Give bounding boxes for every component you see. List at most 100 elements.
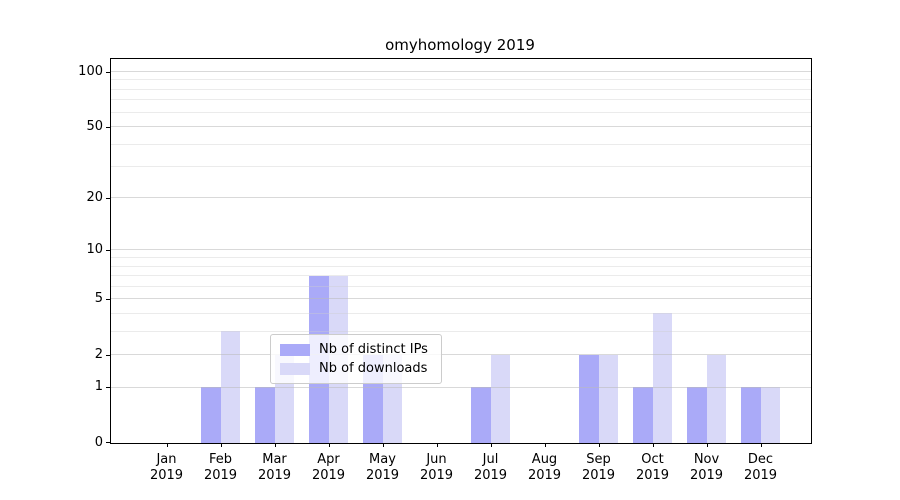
y-axis-tick-label: 20 bbox=[86, 189, 103, 205]
month-label: Jul bbox=[482, 452, 499, 467]
x-axis-tick-label: Jan 2019 bbox=[135, 452, 199, 484]
year-label: 2019 bbox=[527, 468, 562, 483]
chart-title: omyhomology 2019 bbox=[385, 36, 535, 54]
month-label: Oct bbox=[641, 452, 664, 467]
x-axis-tick bbox=[328, 443, 330, 447]
x-axis-tick bbox=[274, 443, 276, 447]
y-axis-tick-label: 50 bbox=[86, 118, 103, 134]
bar-distinct-ips-sep bbox=[579, 354, 599, 443]
year-label: 2019 bbox=[311, 468, 346, 483]
month-label: Apr bbox=[317, 452, 340, 467]
x-axis-tick bbox=[166, 443, 168, 447]
y-axis-tick bbox=[106, 126, 110, 128]
y-axis-tick-label: 1 bbox=[94, 379, 103, 395]
gridline-minor bbox=[111, 99, 811, 101]
y-axis-tick-label: 10 bbox=[86, 241, 103, 257]
x-axis-tick bbox=[436, 443, 438, 447]
year-label: 2019 bbox=[743, 468, 778, 483]
gridline-minor bbox=[111, 88, 811, 90]
month-label: Jan bbox=[156, 452, 177, 467]
bar-downloads-nov bbox=[706, 354, 726, 443]
y-axis-tick bbox=[106, 442, 110, 443]
bar-downloads-oct bbox=[652, 313, 672, 443]
year-label: 2019 bbox=[365, 468, 400, 483]
x-axis-tick bbox=[382, 443, 384, 447]
y-axis-tick-label: 0 bbox=[94, 435, 103, 450]
y-axis-tick bbox=[106, 71, 110, 73]
year-label: 2019 bbox=[203, 468, 238, 483]
x-axis-tick-label: Dec 2019 bbox=[729, 452, 793, 484]
month-label: Jun bbox=[426, 452, 447, 467]
bar-downloads-sep bbox=[598, 354, 618, 443]
gridline-major bbox=[111, 197, 811, 199]
gridline-minor bbox=[111, 312, 811, 314]
x-axis-tick-label: Jul 2019 bbox=[459, 452, 523, 484]
gridline-major bbox=[111, 71, 811, 73]
gridline-minor bbox=[111, 285, 811, 287]
x-axis-tick bbox=[544, 443, 546, 447]
x-axis-tick bbox=[760, 443, 762, 447]
x-axis-tick-label: May 2019 bbox=[351, 452, 415, 484]
x-axis-tick bbox=[652, 443, 654, 447]
y-axis-tick-label: 100 bbox=[78, 63, 103, 79]
x-axis-tick bbox=[490, 443, 492, 447]
x-axis-tick-label: Apr 2019 bbox=[297, 452, 361, 484]
gridline-minor bbox=[111, 143, 811, 145]
bar-distinct-ips-feb bbox=[201, 387, 221, 443]
x-axis-tick-label: Oct 2019 bbox=[621, 452, 685, 484]
legend-item-downloads: Nb of downloads bbox=[280, 359, 433, 378]
x-axis-tick-label: Jun 2019 bbox=[405, 452, 469, 484]
gridline-minor bbox=[111, 257, 811, 259]
month-label: Mar bbox=[262, 452, 287, 467]
gridline-minor bbox=[111, 111, 811, 113]
legend-swatch-distinct-ips bbox=[280, 343, 310, 356]
bar-distinct-ips-nov bbox=[687, 387, 707, 443]
gridline-major bbox=[111, 249, 811, 251]
year-label: 2019 bbox=[473, 468, 508, 483]
month-label: Nov bbox=[693, 452, 720, 467]
legend-label-distinct-ips: Nb of distinct IPs bbox=[319, 342, 428, 357]
bar-downloads-dec bbox=[760, 387, 780, 443]
x-axis-tick bbox=[220, 443, 222, 447]
gridline-minor bbox=[111, 265, 811, 267]
x-axis-tick-label: Sep 2019 bbox=[567, 452, 631, 484]
x-axis-tick-label: Mar 2019 bbox=[243, 452, 307, 484]
legend: Nb of distinct IPs Nb of downloads bbox=[270, 334, 442, 384]
year-label: 2019 bbox=[635, 468, 670, 483]
x-axis-tick bbox=[706, 443, 708, 447]
year-label: 2019 bbox=[257, 468, 292, 483]
gridline-major bbox=[111, 126, 811, 128]
y-axis-tick bbox=[106, 197, 110, 199]
bar-distinct-ips-dec bbox=[741, 387, 761, 443]
y-axis-tick bbox=[106, 387, 110, 389]
bar-distinct-ips-oct bbox=[633, 387, 653, 443]
y-axis-tick bbox=[106, 354, 110, 356]
month-label: May bbox=[369, 452, 396, 467]
month-label: Aug bbox=[531, 452, 558, 467]
bar-distinct-ips-mar bbox=[255, 387, 275, 443]
x-axis-tick-label: Nov 2019 bbox=[675, 452, 739, 484]
month-label: Dec bbox=[747, 452, 774, 467]
gridline-minor bbox=[111, 166, 811, 168]
year-label: 2019 bbox=[581, 468, 616, 483]
gridline-major bbox=[111, 354, 811, 356]
y-axis-tick-label: 2 bbox=[94, 346, 103, 362]
gridline-major bbox=[111, 298, 811, 300]
year-label: 2019 bbox=[689, 468, 724, 483]
month-label: Feb bbox=[208, 452, 233, 467]
gridline-minor bbox=[111, 275, 811, 277]
bar-downloads-jul bbox=[490, 354, 510, 443]
y-axis-tick-label: 5 bbox=[94, 290, 103, 306]
y-axis-tick bbox=[106, 249, 110, 251]
bar-distinct-ips-jul bbox=[471, 387, 491, 443]
month-label: Sep bbox=[586, 452, 611, 467]
x-axis-tick bbox=[598, 443, 600, 447]
gridline-minor bbox=[111, 330, 811, 332]
legend-swatch-downloads bbox=[280, 362, 310, 375]
gridline-minor bbox=[111, 79, 811, 81]
gridline-major bbox=[111, 386, 811, 388]
y-axis-tick bbox=[106, 298, 110, 300]
legend-item-distinct-ips: Nb of distinct IPs bbox=[280, 340, 433, 359]
year-label: 2019 bbox=[419, 468, 454, 483]
